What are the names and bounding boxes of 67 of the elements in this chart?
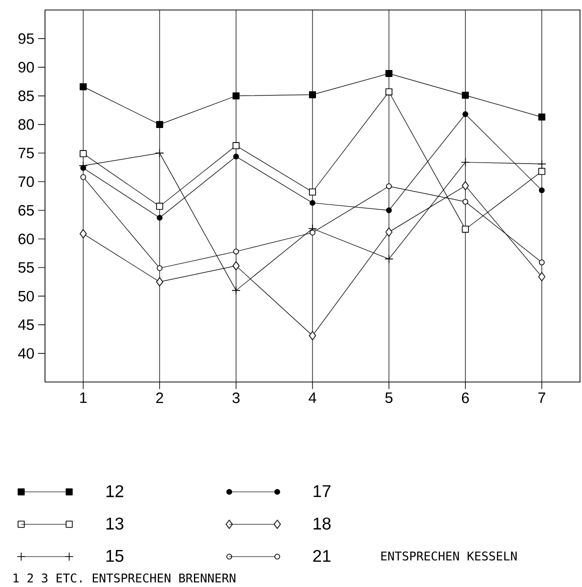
point xyxy=(156,202,164,210)
point xyxy=(155,148,164,158)
point xyxy=(538,187,545,194)
point xyxy=(232,261,240,270)
y-tick-label: 85 xyxy=(18,90,34,102)
point xyxy=(233,248,239,254)
point xyxy=(156,120,164,128)
point xyxy=(80,150,87,158)
point xyxy=(80,165,86,171)
point xyxy=(156,265,163,272)
text: ENTSPRECHEN KESSELN xyxy=(381,551,517,561)
y-tick-label: 55 xyxy=(18,262,34,273)
point xyxy=(310,200,316,206)
point xyxy=(309,188,316,196)
point xyxy=(232,286,240,295)
y-tick-label: 75 xyxy=(18,148,34,158)
y-tick-label: 40 xyxy=(18,348,34,359)
point xyxy=(384,254,394,264)
point xyxy=(232,142,240,150)
legend-label: 21 xyxy=(313,550,330,562)
point xyxy=(538,272,546,282)
point xyxy=(233,154,239,160)
x-tick-label: 3 xyxy=(232,392,240,404)
x-tick-label: 4 xyxy=(308,392,316,403)
point xyxy=(538,259,545,266)
point xyxy=(385,227,392,237)
x-tick-label: 1 xyxy=(80,392,87,403)
point xyxy=(386,183,392,190)
point xyxy=(232,92,240,100)
y-tick-label: 65 xyxy=(18,205,34,216)
point xyxy=(156,277,164,286)
point xyxy=(80,174,86,180)
y-tick-label: 60 xyxy=(18,234,34,244)
text: 1 2 3 ETC. ENTSPRECHEN BRENNERN xyxy=(14,573,236,583)
point xyxy=(462,111,468,118)
y-tick-label: 80 xyxy=(18,119,34,130)
y-tick-label: 90 xyxy=(18,62,34,73)
x-tick-label: 2 xyxy=(156,392,164,404)
point xyxy=(80,229,87,238)
point xyxy=(537,160,546,168)
y-tick-label: 95 xyxy=(18,33,34,44)
point xyxy=(462,198,468,205)
point xyxy=(310,230,316,236)
point xyxy=(385,88,392,96)
point xyxy=(462,92,469,99)
point xyxy=(538,168,546,175)
y-tick-label: 50 xyxy=(18,290,34,302)
point xyxy=(462,226,469,233)
point xyxy=(308,331,316,340)
x-tick-label: 7 xyxy=(538,392,546,403)
y-tick-label: 70 xyxy=(18,176,34,187)
legend-label: 17 xyxy=(314,485,330,497)
point xyxy=(309,91,316,98)
legend-label: 13 xyxy=(106,518,124,530)
point xyxy=(538,114,546,121)
point xyxy=(156,214,163,221)
legend-label: 12 xyxy=(106,485,124,498)
point xyxy=(460,158,470,167)
legend-label: 15 xyxy=(106,550,124,562)
x-tick-label: 5 xyxy=(385,392,392,403)
point xyxy=(386,207,392,214)
point xyxy=(80,83,87,90)
point xyxy=(462,181,469,190)
point xyxy=(385,70,392,78)
y-tick-label: 45 xyxy=(18,320,34,330)
x-tick-label: 6 xyxy=(462,392,469,404)
legend-label: 18 xyxy=(314,518,331,530)
